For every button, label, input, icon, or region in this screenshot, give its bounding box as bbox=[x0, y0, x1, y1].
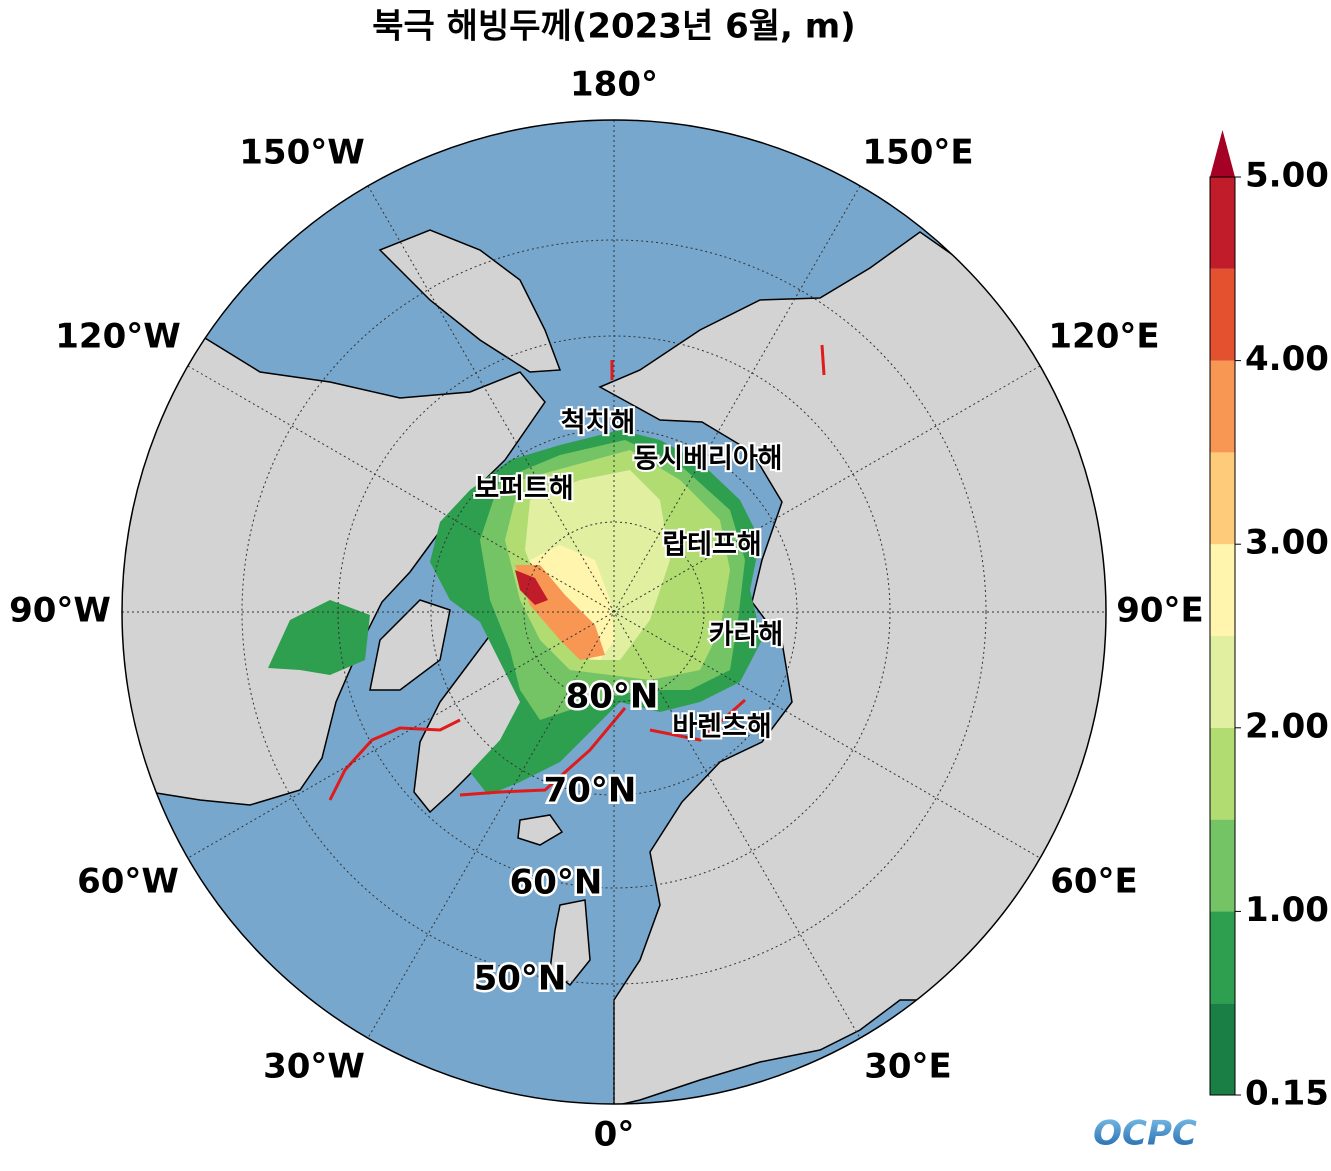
ice-edge bbox=[820, 344, 826, 376]
longitude-label: 30°E bbox=[864, 1047, 952, 1087]
colorbar-tick-label: 2.00 bbox=[1245, 706, 1329, 746]
latitude-label: 60°N bbox=[510, 863, 603, 903]
iceland bbox=[517, 814, 564, 846]
map-title: 북극 해빙두께(2023년 6월, m) bbox=[372, 7, 855, 47]
colorbar-tick-label: 5.00 bbox=[1245, 156, 1329, 196]
sea-label: 바렌츠해 bbox=[672, 712, 771, 743]
longitude-labels: 180° 150°E 120°E 90°E 60°E 30°E 0° 30°W 60°W 90°W… bbox=[9, 65, 1204, 1155]
colorbar-segment bbox=[1210, 1003, 1235, 1095]
colorbar-frame bbox=[1209, 176, 1236, 1096]
colorbar-segment bbox=[1210, 544, 1235, 636]
map-body bbox=[122, 120, 1106, 1104]
sea-label: 척치해 bbox=[561, 408, 636, 439]
colorbar-tick-label: 0.15 bbox=[1245, 1074, 1329, 1114]
longitude-label: 60°W bbox=[77, 862, 179, 902]
colorbar-segment bbox=[1210, 177, 1235, 269]
map-boundary bbox=[121, 119, 1107, 1105]
colorbar-segment bbox=[1210, 911, 1235, 1004]
longitude-label: 120°E bbox=[1048, 317, 1159, 357]
longitude-label: 0° bbox=[594, 1115, 635, 1155]
hudson-bay-ice bbox=[268, 600, 370, 675]
ice-edge bbox=[459, 707, 627, 797]
eurasia bbox=[598, 231, 1106, 1104]
longitude-label: 60°E bbox=[1050, 862, 1138, 902]
sea-label: 동시베리아해 bbox=[633, 444, 782, 475]
longitude-label: 180° bbox=[570, 65, 658, 105]
colorbar-tick-label: 4.00 bbox=[1245, 339, 1329, 379]
alaska-chukotka bbox=[378, 229, 562, 373]
sea-label: 보퍼트해 bbox=[474, 474, 573, 505]
ice-edge bbox=[328, 718, 461, 801]
latitude-label: 80°N bbox=[566, 677, 659, 717]
baffin-island bbox=[369, 599, 451, 691]
logo: OCPC bbox=[1093, 1114, 1197, 1154]
north-america bbox=[122, 334, 546, 806]
longitude-label: 150°W bbox=[239, 133, 364, 173]
colorbar-segment bbox=[1210, 268, 1235, 361]
ice-edge bbox=[649, 698, 746, 742]
longitude-label: 120°W bbox=[55, 317, 180, 357]
longitude-label: 30°W bbox=[263, 1047, 365, 1087]
graticule bbox=[122, 120, 1106, 1104]
colorbar-segment bbox=[1210, 727, 1235, 820]
colorbar-segment bbox=[1210, 819, 1235, 912]
sea-ice bbox=[515, 570, 548, 605]
sea-label: 랍테프해 bbox=[662, 530, 761, 561]
latitude-label: 70°N bbox=[544, 771, 637, 811]
britain bbox=[549, 899, 591, 987]
colorbar-tick-label: 1.00 bbox=[1245, 890, 1329, 930]
longitude-label: 90°W bbox=[9, 591, 111, 631]
colorbar-segment bbox=[1210, 452, 1235, 545]
longitude-label: 90°E bbox=[1116, 591, 1204, 631]
colorbar-segment bbox=[1210, 636, 1235, 728]
colorbar-tick-label: 3.00 bbox=[1245, 523, 1329, 563]
latitude-label: 50°N bbox=[474, 959, 567, 999]
longitude-label: 150°E bbox=[862, 133, 973, 173]
colorbar-extend bbox=[1210, 130, 1235, 177]
colorbar: 0.15 1.00 2.00 3.00 4.00 5.00 bbox=[1209, 130, 1329, 1114]
sea-label: 카라해 bbox=[709, 620, 784, 651]
colorbar-segment bbox=[1210, 360, 1235, 453]
latitude-labels: 80°N 70°N 60°N 50°N bbox=[471, 674, 661, 1001]
